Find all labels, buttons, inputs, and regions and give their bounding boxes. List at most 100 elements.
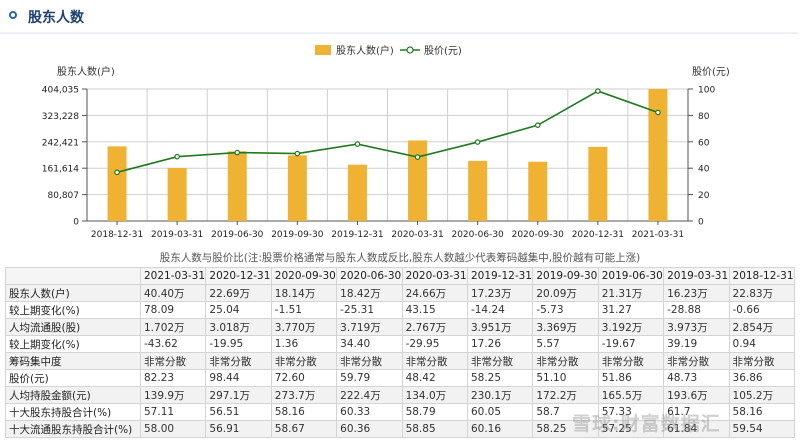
y-right-tick-label: 100 bbox=[698, 86, 715, 96]
column-header: 2020-06-30 bbox=[336, 267, 403, 285]
section-title: 股东人数 bbox=[28, 10, 84, 26]
column-header: 2020-12-31 bbox=[205, 267, 272, 285]
y-left-tick-label: 404,035 bbox=[42, 86, 79, 96]
y-right-tick-label: 80 bbox=[698, 112, 710, 122]
table-cell: 3.719万 bbox=[336, 318, 403, 336]
table-cell: 61.84 bbox=[663, 420, 730, 438]
watermark: 雪球:财富数据汇 bbox=[572, 413, 721, 435]
table-row: 较上期变化(%) -43.62 -19.95 1.36 34.40 -29.95 17.26… bbox=[5, 335, 796, 353]
table-cell: 58.79 bbox=[401, 403, 468, 421]
price-point bbox=[114, 169, 120, 176]
price-line bbox=[116, 90, 659, 174]
table-cell: 172.2万 bbox=[532, 386, 599, 404]
table-cell: 56.51 bbox=[205, 403, 272, 421]
table-cell: 2.854万 bbox=[728, 318, 796, 336]
table-cell: 17.26 bbox=[466, 335, 534, 353]
x-tick-label: 2019-06-30 bbox=[211, 230, 264, 240]
table-cell: 非常分散 bbox=[270, 352, 338, 370]
row-label: 人均持股金额(元) bbox=[5, 386, 141, 404]
table-cell: 3.192万 bbox=[597, 318, 665, 336]
row-label: 股东人数(户) bbox=[5, 284, 141, 302]
table-cell: 3.369万 bbox=[532, 318, 599, 336]
y-right-tick-label: 40 bbox=[698, 165, 710, 175]
legend-bar-swatch bbox=[315, 45, 331, 55]
shareholder-table: 2021-03-31 2020-12-31 2020-09-30 2020-06-30… bbox=[5, 267, 796, 438]
table-cell: -25.31 bbox=[336, 301, 403, 319]
table-cell: 22.83万 bbox=[728, 284, 796, 302]
price-point bbox=[294, 150, 301, 157]
table-cell: 273.7万 bbox=[270, 386, 338, 404]
y-left-tick-label: 242,421 bbox=[42, 138, 79, 148]
row-label: 股价(元) bbox=[5, 369, 141, 387]
table-row: 较上期变化(%) 78.09 25.04 -1.51 -25.31 43.15 -14.24… bbox=[5, 301, 796, 319]
y-right-tick-label: 60 bbox=[698, 138, 710, 148]
column-header: 2020-09-30 bbox=[270, 267, 338, 285]
table-cell: 48.42 bbox=[401, 369, 468, 387]
y-right-tick-label: 20 bbox=[698, 191, 710, 201]
table-cell: 非常分散 bbox=[205, 352, 272, 370]
table-cell: 56.91 bbox=[205, 420, 272, 438]
table-cell: 5.57 bbox=[532, 335, 599, 353]
table-cell: 59.54 bbox=[728, 420, 796, 438]
table-cell: 51.86 bbox=[597, 369, 665, 387]
y-left-tick-label: 161,614 bbox=[42, 165, 79, 175]
table-cell: 非常分散 bbox=[139, 352, 207, 370]
table-cell: 1.702万 bbox=[139, 318, 207, 336]
table-cell: 21.31万 bbox=[597, 284, 665, 302]
y-left-tick-label: 0 bbox=[73, 218, 79, 228]
table-row: 股东人数(户) 40.40万 22.69万 18.14万 18.42万 24.66万 17.… bbox=[5, 284, 796, 302]
row-label: 较上期变化(%) bbox=[5, 301, 141, 319]
table-cell: 17.23万 bbox=[466, 284, 534, 302]
bar bbox=[528, 161, 548, 221]
bar bbox=[287, 155, 307, 221]
table-cell: -28.88 bbox=[663, 301, 730, 319]
table-cell: 58.00 bbox=[139, 420, 207, 438]
row-label: 十大流通股东持股合计(%) bbox=[5, 420, 141, 438]
table-cell: 3.973万 bbox=[663, 318, 730, 336]
table-cell: 2.767万 bbox=[401, 318, 468, 336]
table-cell: 105.2万 bbox=[728, 386, 796, 404]
legend-line-label: 股价(元) bbox=[424, 45, 462, 57]
table-row: 十大流通股东持股合计(%) 58.00 56.91 58.67 60.36 58.85 60… bbox=[5, 420, 796, 438]
price-point bbox=[595, 88, 601, 94]
price-point bbox=[174, 153, 180, 160]
table-cell: 58.85 bbox=[401, 420, 468, 438]
legend-line-marker bbox=[406, 46, 414, 54]
x-tick-label: 2019-09-30 bbox=[271, 230, 324, 240]
row-label: 十大股东持股合计(%) bbox=[5, 403, 141, 421]
table-row: 股价(元) 82.23 98.44 72.60 59.79 48.42 58.25 51.10… bbox=[5, 369, 796, 387]
table-cell: 0.94 bbox=[728, 335, 796, 353]
x-tick-label: 2019-03-31 bbox=[151, 230, 203, 240]
table-row: 人均流通股(股) 1.702万 3.018万 3.770万 3.719万 2.767万 3.… bbox=[5, 318, 796, 336]
table-cell: 98.44 bbox=[205, 369, 272, 387]
price-point bbox=[354, 141, 361, 147]
column-header: 2019-03-31 bbox=[663, 267, 730, 285]
table-row: 筹码集中度 非常分散 非常分散 非常分散 非常分散 非常分散 非常分散 非常分散 非常分散 非常分… bbox=[5, 352, 796, 370]
table-cell: 51.10 bbox=[532, 369, 599, 387]
row-label: 人均流通股(股) bbox=[5, 318, 141, 336]
column-header: 2020-03-31 bbox=[401, 267, 468, 285]
column-header: 2018-12-31 bbox=[728, 267, 796, 285]
x-tick-label: 2019-12-31 bbox=[331, 230, 383, 240]
table-cell: 31.27 bbox=[597, 301, 665, 319]
table-cell: 57.11 bbox=[139, 403, 207, 421]
bar bbox=[468, 160, 488, 221]
header-divider bbox=[0, 32, 798, 34]
table-cell: 58.25 bbox=[532, 420, 599, 438]
bar bbox=[347, 164, 367, 221]
table-cell: 20.09万 bbox=[532, 284, 599, 302]
table-cell: 60.33 bbox=[336, 403, 403, 421]
table-cell: 非常分散 bbox=[597, 352, 665, 370]
column-header: 2021-03-31 bbox=[139, 267, 207, 285]
x-tick-label: 2020-03-31 bbox=[391, 230, 443, 240]
column-header: 2019-06-30 bbox=[597, 267, 665, 285]
y-left-tick-label: 323,228 bbox=[42, 112, 79, 122]
table-cell: 139.9万 bbox=[139, 386, 207, 404]
x-tick-label: 2021-03-31 bbox=[632, 230, 684, 240]
y-right-axis-title: 股价(元) bbox=[692, 66, 730, 78]
column-header: 2019-12-31 bbox=[466, 267, 534, 285]
row-label: 筹码集中度 bbox=[5, 352, 141, 370]
table-cell: 57.25 bbox=[597, 420, 665, 438]
table-cell: 230.1万 bbox=[466, 386, 534, 404]
price-point bbox=[414, 154, 421, 160]
